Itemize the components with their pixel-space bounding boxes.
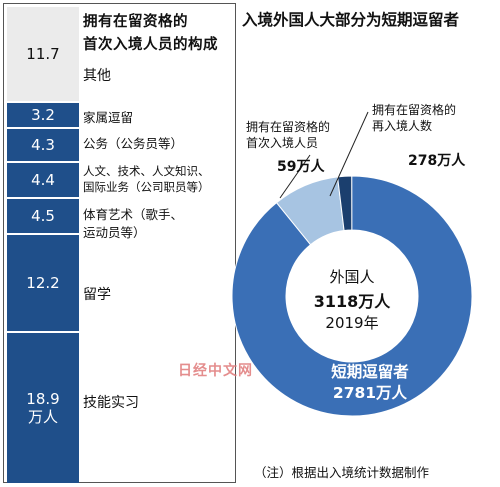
bar-segment-0: 11.7 bbox=[7, 7, 79, 102]
bar-segment-value-1: 3.2 bbox=[31, 105, 55, 124]
left-chart-title-line-1: 拥有在留资格的 bbox=[83, 14, 188, 30]
segment-label-official: 公务（公务员等） bbox=[83, 136, 184, 151]
center-label-total: 3118万人 bbox=[313, 292, 391, 311]
annotation-reentry-value: 278万人 bbox=[408, 153, 466, 169]
annotation-first-entry-line-2: 首次入境人员 bbox=[246, 136, 319, 150]
leader-line-reentry bbox=[329, 111, 369, 197]
bar-segment-4: 4.5 bbox=[7, 196, 79, 233]
leader-line-first-entry bbox=[279, 154, 311, 199]
segment-label-humanities-line-2: 国际业务（公司职员等） bbox=[83, 180, 210, 194]
bar-segment-1: 3.2 bbox=[7, 101, 79, 127]
left-chart-title-line-2: 首次入境人员的构成 bbox=[83, 37, 218, 53]
annotation-first-entry-line-1: 拥有在留资格的 bbox=[246, 120, 331, 134]
annotation-reentry-line-1: 拥有在留资格的 bbox=[372, 103, 457, 117]
bar-segment-5: 12.2 bbox=[7, 232, 79, 332]
bar-segment-2: 4.3 bbox=[7, 126, 79, 162]
donut-slice-2 bbox=[231, 175, 473, 417]
bar-segment-6: 18.9 万人 bbox=[7, 331, 79, 483]
center-label-foreigners: 外国人 bbox=[329, 268, 375, 286]
bar-segment-value-3: 4.4 bbox=[31, 171, 55, 190]
bar-segment-value-0: 11.7 bbox=[26, 45, 60, 64]
right-chart-title: 入境外国人大部分为短期逗留者 bbox=[242, 11, 460, 29]
segment-label-family: 家属逗留 bbox=[83, 110, 134, 125]
bar-segment-value-5: 12.2 bbox=[26, 273, 60, 292]
segment-label-sports-line-2: 运动员等） bbox=[83, 225, 146, 240]
segment-label-other: 其他 bbox=[83, 68, 111, 84]
segment-label-humanities-line-1: 人文、技术、人文知识、 bbox=[83, 164, 210, 178]
center-label-year: 2019年 bbox=[325, 314, 379, 332]
bar-segment-value-6: 18.9 万人 bbox=[26, 390, 60, 426]
annotation-first-entry-value: 59万人 bbox=[277, 159, 325, 175]
watermark: 日经中文网 bbox=[178, 363, 253, 379]
bar-segment-value-4: 4.5 bbox=[31, 206, 55, 225]
slice-value-short-stay: 2781万人 bbox=[332, 384, 408, 402]
footnote: （注）根据出入境统计数据制作 bbox=[254, 465, 430, 480]
annotation-reentry-line-2: 再入境人数 bbox=[372, 119, 433, 133]
stacked-bar: 11.7 3.2 4.3 4.4 4.5 12.2 18.9 万人 bbox=[7, 7, 79, 483]
slice-label-short-stay: 短期逗留者 bbox=[331, 363, 409, 381]
segment-label-trainee: 技能实习 bbox=[83, 395, 139, 411]
bar-segment-value-2: 4.3 bbox=[31, 136, 55, 155]
segment-label-sports-line-1: 体育艺术（歌手、 bbox=[83, 207, 184, 222]
segment-label-study: 留学 bbox=[83, 287, 111, 303]
bar-segment-3: 4.4 bbox=[7, 161, 79, 197]
